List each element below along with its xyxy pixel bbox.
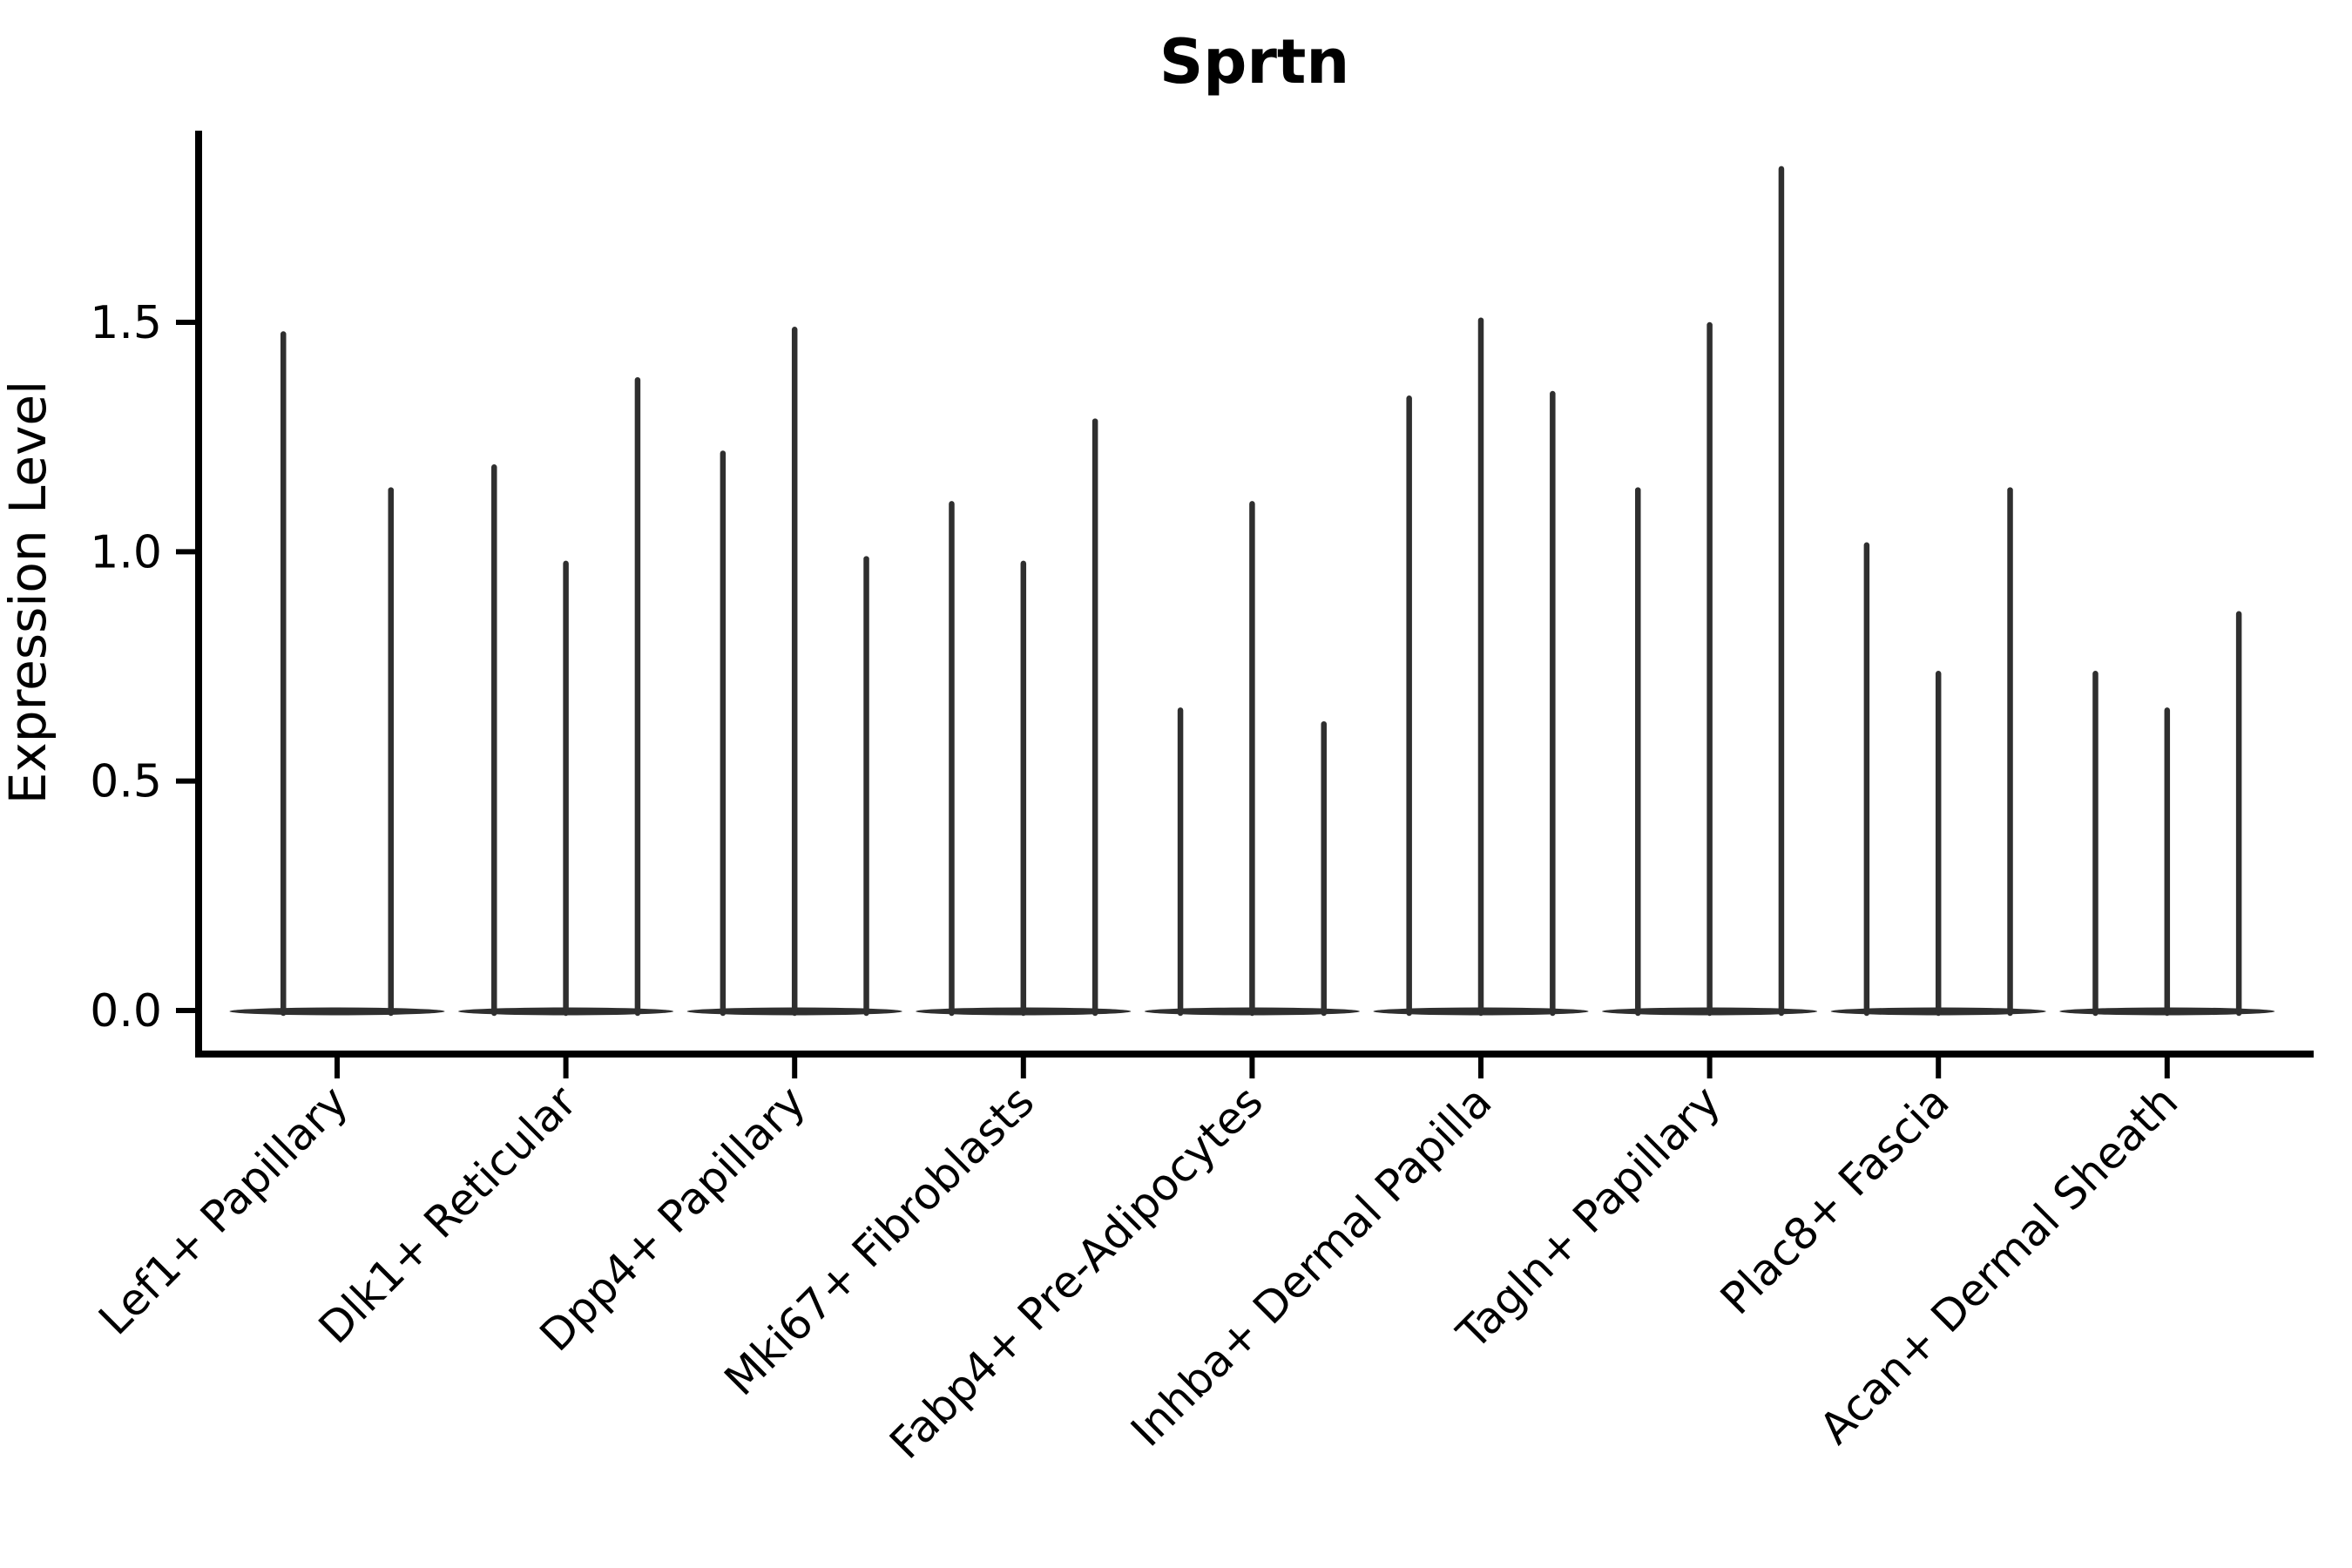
violin-group <box>1830 487 2046 1017</box>
violin-group <box>229 331 445 1017</box>
violin-base <box>229 1007 445 1016</box>
y-tick-label: 0.0 <box>90 985 162 1037</box>
y-axis-label: Expression Level <box>0 381 57 804</box>
violin-group <box>686 327 902 1017</box>
y-tick-label: 0.5 <box>90 756 162 808</box>
violin-group <box>1602 166 1818 1017</box>
y-tick-label: 1.0 <box>90 526 162 578</box>
x-tick-label: Inhba+ Dermal Papilla <box>1121 1076 1501 1456</box>
x-tick-label: Lef1+ Papillary <box>89 1076 357 1344</box>
violin-group <box>458 376 674 1017</box>
violins <box>229 166 2275 1017</box>
x-tick-label: Plac8+ Fascia <box>1711 1076 1959 1324</box>
violin-group <box>2059 611 2275 1017</box>
x-tick-label: Fabp4+ Pre-Adipocytes <box>880 1076 1273 1469</box>
chart-title: Sprtn <box>1159 26 1349 98</box>
violin-group <box>916 418 1132 1017</box>
violin-group <box>1144 501 1360 1017</box>
y-axis-ticks: 0.0 0.5 1.0 1.5 <box>90 297 199 1037</box>
violin-group <box>1373 317 1589 1017</box>
y-tick-label: 1.5 <box>90 297 162 349</box>
